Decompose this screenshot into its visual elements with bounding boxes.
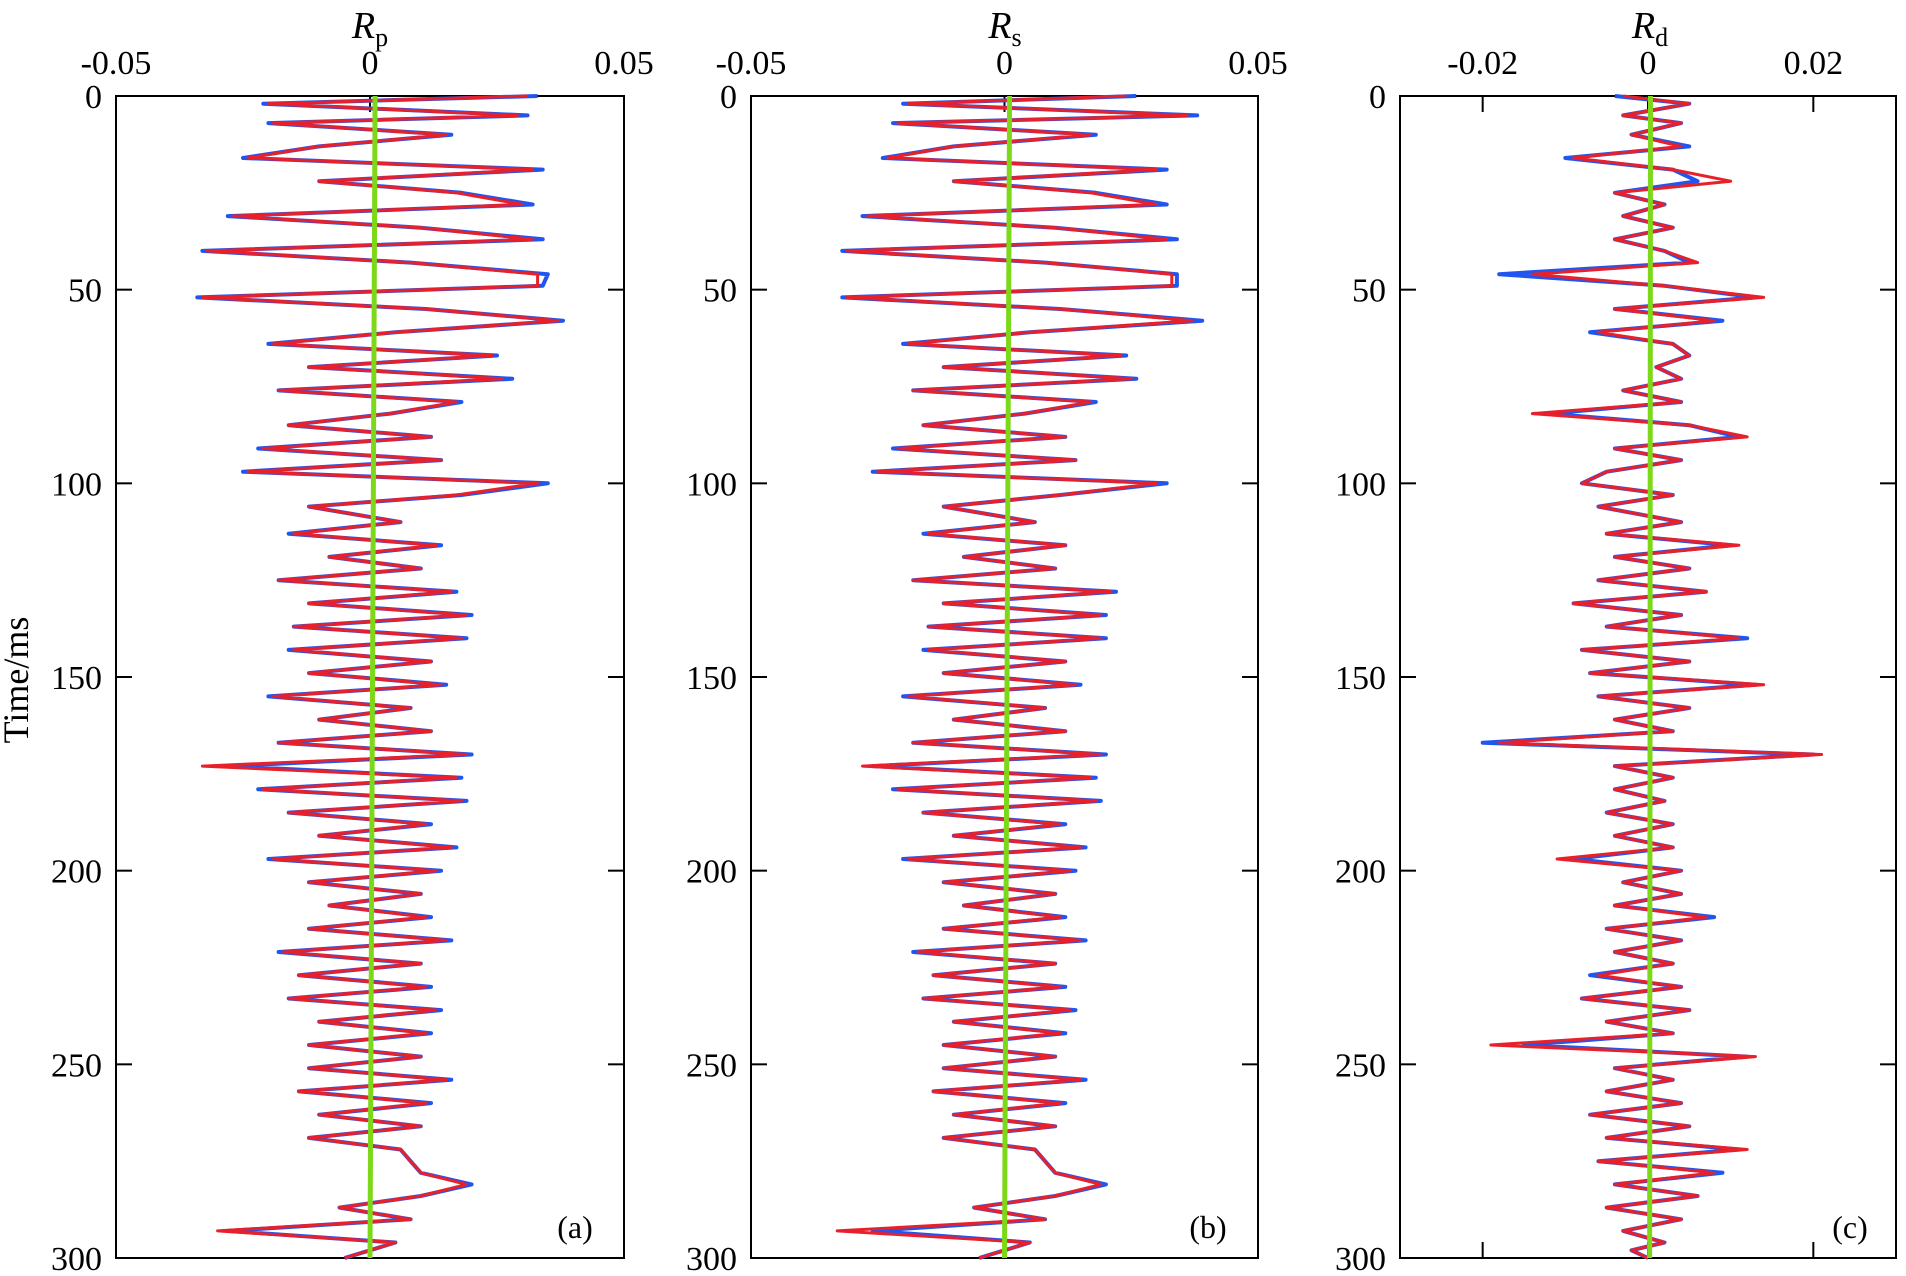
x-tick-label: 0 [362, 45, 379, 82]
y-tick-label: 150 [1335, 660, 1386, 697]
y-tick-label: 0 [1369, 79, 1386, 116]
trend-line [367, 95, 378, 1259]
panel-c: -0.02 0 0.02 0 50 100 150 200 250 300 Rd (c) [1335, 5, 1897, 1276]
y-tick-label: 100 [686, 466, 737, 503]
series-layer [835, 94, 1205, 1260]
x-tick-label: -0.05 [716, 45, 787, 82]
red-series-line [835, 94, 1194, 1260]
panel-title: Rs [987, 5, 1021, 52]
y-tick-label: 50 [1352, 273, 1386, 310]
y-tick-label: 0 [85, 79, 102, 116]
series-layer [195, 94, 565, 1260]
y-tick-label: 100 [1335, 466, 1386, 503]
y-tick-label: 250 [51, 1047, 102, 1084]
x-tick-label: 0 [1640, 45, 1657, 82]
trend-line [1647, 95, 1653, 1259]
panel-title: Rp [351, 5, 388, 52]
x-tick-label: 0.05 [594, 45, 654, 82]
trend-layer [1002, 95, 1013, 1259]
x-tick-label: 0.02 [1784, 45, 1844, 82]
panel-label: (b) [1189, 1209, 1226, 1245]
y-tick-label: 50 [703, 273, 737, 310]
y-tick-label: 100 [51, 466, 102, 503]
y-tick-label: 250 [686, 1047, 737, 1084]
panel-label: (a) [557, 1209, 593, 1245]
y-tick-label: 300 [1335, 1241, 1386, 1276]
trend-layer [1647, 95, 1653, 1259]
series-layer [1480, 94, 1824, 1260]
y-tick-label: 150 [51, 660, 102, 697]
y-tick-label: 50 [68, 273, 102, 310]
y-tick-label: 300 [686, 1241, 737, 1276]
red-series-line [200, 94, 560, 1260]
panel-title: Rd [1631, 5, 1668, 52]
y-tick-label: 0 [720, 79, 737, 116]
trend-line [1002, 95, 1013, 1259]
panel-label: (c) [1832, 1209, 1868, 1245]
axis-ticks: -0.02 0 0.02 0 50 100 150 200 250 300 [1335, 45, 1896, 1276]
y-tick-label: 300 [51, 1241, 102, 1276]
y-axis-title: Time/ms [0, 617, 36, 744]
trend-layer [367, 95, 378, 1259]
y-tick-label: 250 [1335, 1047, 1386, 1084]
y-tick-label: 200 [51, 854, 102, 891]
y-tick-label: 200 [1335, 854, 1386, 891]
x-tick-label: 0 [996, 45, 1013, 82]
y-tick-label: 150 [686, 660, 737, 697]
x-tick-label: 0.05 [1228, 45, 1288, 82]
x-tick-label: -0.02 [1447, 45, 1518, 82]
y-tick-label: 200 [686, 854, 737, 891]
x-tick-label: -0.05 [81, 45, 152, 82]
red-series-line [1489, 94, 1824, 1260]
